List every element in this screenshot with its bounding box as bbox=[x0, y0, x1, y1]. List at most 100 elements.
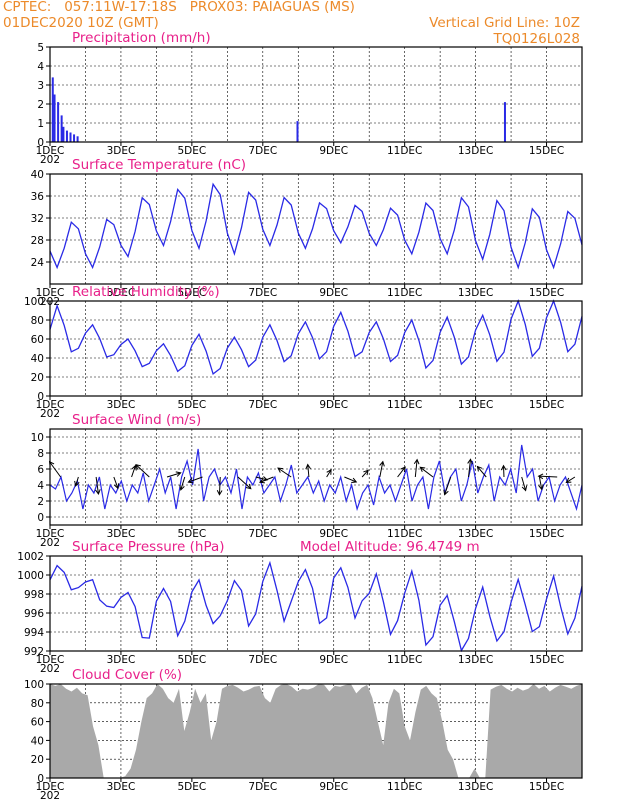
x-tick-label: 1DEC bbox=[36, 781, 65, 793]
wind-arrow-head bbox=[500, 464, 507, 471]
temp-line bbox=[49, 182, 583, 270]
x-tick-label: 3DEC bbox=[107, 145, 136, 157]
x-tick-label: 7DEC bbox=[248, 399, 277, 411]
x-tick-label: 7DEC bbox=[248, 528, 277, 540]
x-tick-label: 3DEC bbox=[107, 781, 136, 793]
y-tick-label: 4 bbox=[37, 61, 44, 73]
x-tick-label: 11DEC bbox=[387, 287, 422, 299]
wind-arrow bbox=[237, 476, 252, 490]
wind-arrow bbox=[95, 476, 99, 495]
wind-arrow bbox=[468, 459, 472, 478]
wind-arrow bbox=[259, 476, 274, 483]
precip-bar bbox=[503, 102, 506, 142]
y-tick-label: 994 bbox=[24, 627, 44, 639]
wind-arrow-head bbox=[476, 465, 483, 472]
panel-frame bbox=[49, 683, 583, 779]
x-tick-label: 7DEC bbox=[248, 654, 277, 666]
x-tick-label: 3DEC bbox=[107, 654, 136, 666]
y-tick-label: 60 bbox=[31, 334, 44, 346]
wind-arrow-head bbox=[216, 490, 223, 496]
precip-bar bbox=[65, 130, 68, 142]
y-tick-label: 36 bbox=[31, 191, 45, 203]
precip-bar bbox=[62, 126, 65, 142]
x-tick-label: 11DEC bbox=[387, 781, 422, 793]
x-year-label: 202 bbox=[40, 154, 60, 166]
wind-arrow-head bbox=[95, 489, 101, 495]
y-tick-label: 0 bbox=[37, 137, 44, 149]
y-tick-label: 20 bbox=[31, 372, 44, 384]
wind-arrow-head bbox=[443, 489, 449, 496]
x-tick-label: 9DEC bbox=[319, 145, 348, 157]
x-tick-label: 11DEC bbox=[387, 528, 422, 540]
y-tick-label: 6 bbox=[37, 464, 44, 476]
x-tick-label: 9DEC bbox=[319, 399, 348, 411]
y-tick-label: 60 bbox=[31, 717, 44, 729]
wind-arrow bbox=[521, 476, 527, 491]
y-tick-label: 20 bbox=[31, 754, 44, 766]
y-tick-label: 5 bbox=[37, 42, 44, 54]
wind-arrow-head bbox=[305, 463, 311, 470]
x-tick-label: 15DEC bbox=[529, 287, 564, 299]
wind-arrow bbox=[135, 464, 150, 478]
x-tick-label: 1DEC bbox=[36, 287, 65, 299]
x-tick-label: 11DEC bbox=[387, 654, 422, 666]
x-tick-label: 1DEC bbox=[36, 399, 65, 411]
x-tick-label: 15DEC bbox=[529, 654, 564, 666]
y-tick-label: 40 bbox=[31, 735, 44, 747]
wind-arrow bbox=[361, 469, 369, 478]
pres-title: Surface Pressure (hPa) bbox=[72, 539, 225, 555]
wind-arrow bbox=[538, 475, 558, 478]
header-datetime: 01DEC2020 10Z (GMT) bbox=[3, 15, 159, 31]
model-altitude-label: Model Altitude: 96.4749 m bbox=[300, 539, 480, 555]
wind-arrow-head bbox=[521, 485, 528, 492]
rh-line bbox=[49, 299, 583, 375]
wind-arrow-head bbox=[363, 469, 369, 476]
wind-arrow-head bbox=[258, 478, 265, 484]
x-tick-label: 15DEC bbox=[529, 145, 564, 157]
x-tick-label: 9DEC bbox=[319, 287, 348, 299]
x-year-label: 202 bbox=[40, 790, 60, 800]
precip-bar bbox=[296, 121, 299, 142]
x-tick-label: 13DEC bbox=[458, 145, 493, 157]
y-tick-label: 1000 bbox=[17, 570, 44, 582]
panel-frame bbox=[49, 173, 583, 285]
y-tick-label: 40 bbox=[31, 353, 44, 365]
wind-arrow bbox=[379, 461, 384, 478]
y-tick-label: 28 bbox=[31, 235, 44, 247]
y-tick-label: 0 bbox=[37, 512, 44, 524]
wind-arrow-head bbox=[74, 480, 80, 487]
panel-frame bbox=[49, 555, 583, 652]
wind-arrow-head bbox=[413, 458, 420, 465]
y-tick-label: 996 bbox=[24, 608, 44, 620]
precip-bar bbox=[53, 94, 56, 142]
x-tick-label: 11DEC bbox=[387, 145, 422, 157]
y-tick-label: 3 bbox=[37, 80, 44, 92]
precip-bar bbox=[69, 132, 72, 142]
y-tick-label: 100 bbox=[24, 296, 44, 308]
wind-arrow bbox=[277, 467, 292, 478]
precip-bar bbox=[51, 77, 54, 142]
x-tick-label: 15DEC bbox=[529, 399, 564, 411]
precip-bar bbox=[76, 136, 79, 142]
x-tick-label: 7DEC bbox=[248, 781, 277, 793]
x-tick-label: 9DEC bbox=[319, 654, 348, 666]
wind-arrow-head bbox=[113, 483, 120, 490]
y-tick-label: 2 bbox=[37, 99, 44, 111]
wind-arrow bbox=[307, 464, 310, 478]
x-tick-label: 9DEC bbox=[319, 781, 348, 793]
y-tick-label: 1002 bbox=[17, 551, 44, 563]
x-year-label: 202 bbox=[40, 663, 60, 675]
x-tick-label: 9DEC bbox=[319, 528, 348, 540]
wind-arrow bbox=[566, 476, 576, 483]
wind-arrow-head bbox=[400, 466, 406, 473]
pres-line bbox=[49, 560, 583, 653]
wind-arrow-head bbox=[277, 467, 284, 473]
temp-title: Surface Temperature (nC) bbox=[72, 157, 246, 173]
y-tick-label: 8 bbox=[37, 448, 44, 460]
panel-frame bbox=[49, 300, 583, 397]
x-tick-label: 15DEC bbox=[529, 528, 564, 540]
wind-arrow bbox=[538, 476, 543, 490]
wind-arrow-head bbox=[419, 466, 426, 473]
wind-arrow bbox=[218, 476, 221, 495]
